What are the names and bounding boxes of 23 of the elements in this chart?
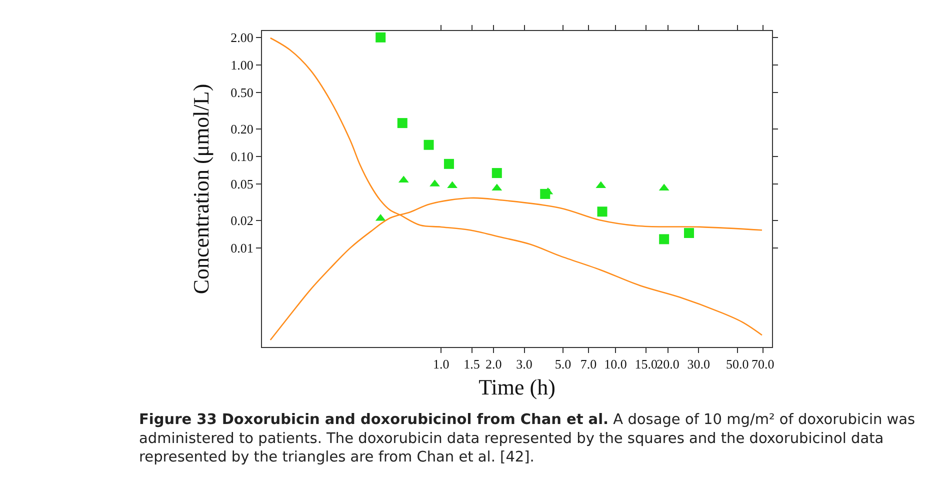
x-axis-title: Time (h) (478, 374, 556, 400)
x-tick-label: 3.0 (516, 356, 532, 372)
y-tick-label: 0.01 (230, 240, 254, 256)
y-tick-label: 0.50 (230, 85, 254, 100)
x-tick-label: 1.5 (464, 356, 480, 372)
x-tick-label: 1.0 (432, 356, 450, 372)
y-tick-label: 0.05 (230, 176, 254, 192)
x-tick-label: 30.0 (687, 356, 710, 372)
x-tick-label: 10.0 (604, 356, 627, 372)
x-tick-label: 50.0 (726, 356, 749, 372)
y-axis-title: Concentration (μmol/L) (188, 84, 214, 294)
y-tick-label: 1.00 (230, 58, 254, 73)
x-tick-label: 5.0 (554, 356, 572, 372)
x-tick-label: 20.0 (656, 356, 680, 372)
caption: Figure 33 Doxorubicin and doxorubicinol from Chan et al. (139, 412, 609, 428)
y-tick-label: 0.20 (230, 122, 254, 136)
x-tick-label: 7.0 (580, 356, 597, 372)
x-tick-label: 2.0 (485, 356, 502, 372)
x-tick-label: 70.0 (751, 356, 774, 372)
x-tick-label: 15.0 (634, 356, 658, 372)
y-tick-label: 0.02 (230, 213, 254, 228)
y-tick-label: 0.10 (230, 149, 254, 164)
y-tick-label: 2.00 (230, 30, 254, 45)
